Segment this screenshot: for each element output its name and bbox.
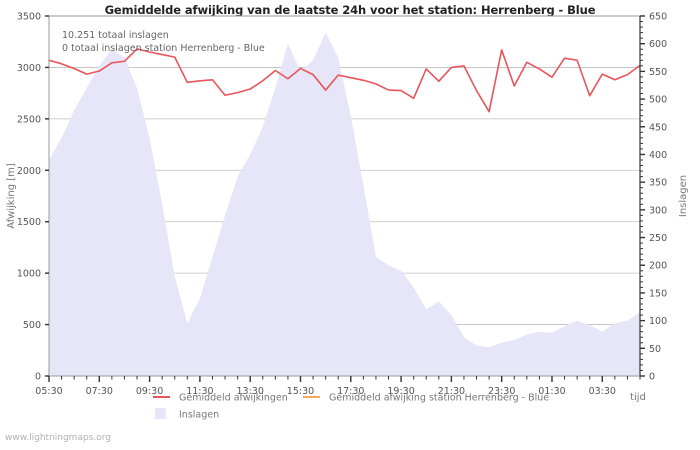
- x-tick-label: 09:30: [136, 386, 163, 397]
- y2-tick-label: 450: [649, 122, 667, 133]
- footer-watermark: www.lightningmaps.org: [5, 433, 111, 443]
- y2-tick-label: 50: [649, 344, 661, 355]
- x-axis-title: tijd: [630, 392, 646, 403]
- x-tick-label: 13:30: [236, 386, 263, 397]
- legend-item: Inslagen: [155, 408, 219, 421]
- y2-tick-label: 100: [649, 316, 667, 327]
- y2-tick-label: 550: [649, 67, 667, 78]
- y-tick-label: 1500: [17, 217, 41, 228]
- y-tick-label: 2500: [17, 114, 41, 125]
- y-tick-label: 500: [23, 320, 41, 331]
- y-tick-label: 2000: [17, 166, 41, 177]
- x-tick-label: 01:30: [538, 386, 565, 397]
- y2-axis-title: Inslagen: [678, 175, 689, 217]
- strikes-area-series: [49, 32, 640, 377]
- legend-label: Inslagen: [179, 410, 219, 421]
- x-tick-label: 07:30: [86, 386, 113, 397]
- tick-labels: 0 500 1000 1500 2000 2500 3000 3500 0 50 100 150 200…: [17, 12, 667, 398]
- legend-swatch: [155, 408, 166, 419]
- chart-title: Gemiddelde afwijking van de laatste 24h …: [104, 3, 596, 17]
- y2-tick-label: 650: [649, 12, 667, 23]
- series-line-0: [48, 48, 641, 113]
- chart-legend: Gemiddeld afwijkingen Gemiddeld afwijking…: [153, 393, 549, 421]
- tick-marks: [45, 15, 645, 382]
- x-tick-label: 15:30: [287, 386, 314, 397]
- y2-tick-label: 400: [649, 150, 667, 161]
- y2-tick-label: 250: [649, 233, 667, 244]
- y-tick-label: 3500: [17, 12, 41, 23]
- y2-tick-label: 350: [649, 178, 667, 189]
- y-axis-title: Afwijking [m]: [6, 163, 17, 229]
- y2-tick-label: 200: [649, 261, 667, 272]
- legend-label: Gemiddeld afwijkingen: [179, 393, 288, 404]
- legend-item: Gemiddeld afwijking station Herrenberg -…: [303, 393, 549, 404]
- y2-tick-label: 0: [649, 372, 655, 383]
- annotation-total-strikes: 10.251 totaal inslagen: [62, 30, 169, 41]
- x-tick-label: 17:30: [337, 386, 364, 397]
- y2-tick-label: 600: [649, 39, 667, 50]
- y2-tick-label: 300: [649, 205, 667, 216]
- y-tick-label: 0: [35, 372, 41, 383]
- x-tick-label: 19:30: [387, 386, 414, 397]
- annotation-station-strikes: 0 totaal inslagen station Herrenberg - B…: [62, 43, 265, 54]
- x-tick-label: 03:30: [589, 386, 616, 397]
- axes: [48, 15, 641, 377]
- x-tick-label: 11:30: [186, 386, 213, 397]
- legend-label: Gemiddeld afwijking station Herrenberg -…: [329, 393, 549, 404]
- y2-tick-label: 500: [649, 95, 667, 106]
- y2-tick-label: 150: [649, 288, 667, 299]
- x-tick-label: 21:30: [438, 386, 465, 397]
- deviation-line-series: [48, 48, 641, 113]
- legend-item: Gemiddeld afwijkingen: [153, 393, 288, 404]
- y-tick-label: 3000: [17, 63, 41, 74]
- x-tick-label: 05:30: [35, 386, 62, 397]
- y-tick-label: 1000: [17, 269, 41, 280]
- x-tick-label: 23:30: [488, 386, 515, 397]
